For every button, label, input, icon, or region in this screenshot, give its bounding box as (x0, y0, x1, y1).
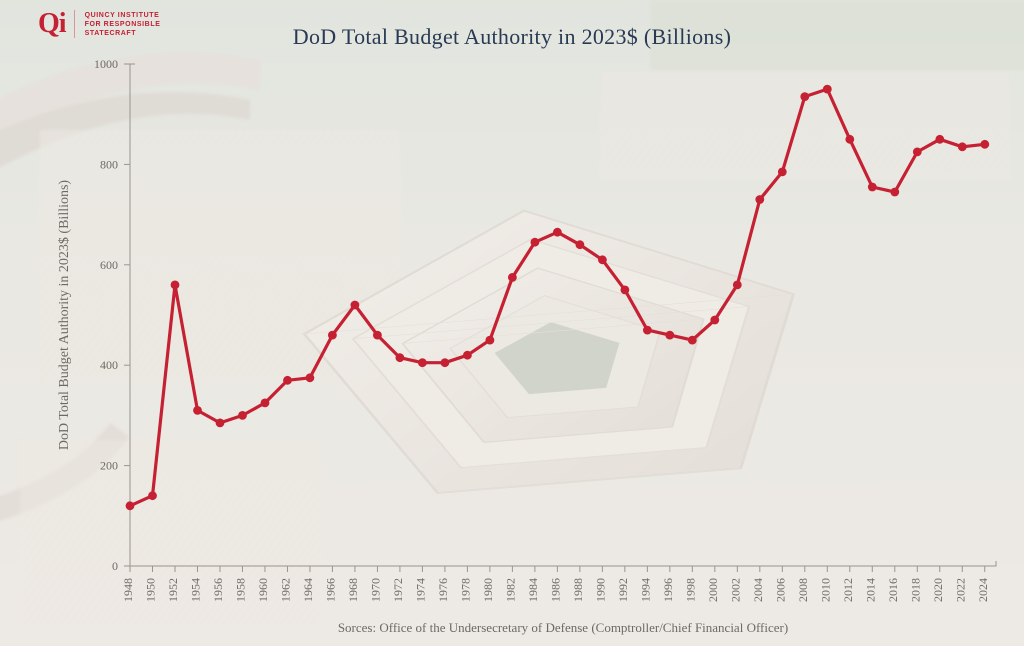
chart-frame: Qi QUINCY INSTITUTE FOR RESPONSIBLE STAT… (0, 0, 1024, 646)
y-tick-label: 400 (100, 358, 118, 372)
y-tick-label: 600 (100, 258, 118, 272)
chart: 0 200 400 600 800 1000 1948 1950 1952 1954 1956 195… (0, 0, 1024, 646)
data-point (553, 228, 562, 237)
x-tick-label: 2014 (863, 578, 877, 602)
chart-title: DoD Total Budget Authority in 2023$ (Bil… (0, 24, 1024, 50)
source-text: Sorces: Office of the Undersecretary of … (338, 620, 788, 635)
x-tick-label: 1996 (661, 578, 675, 602)
x-tick-label: 2022 (953, 578, 967, 602)
data-point (216, 419, 225, 428)
x-tick-label: 1950 (143, 578, 157, 602)
data-point (800, 92, 809, 101)
x-tick-label: 1948 (121, 578, 135, 602)
data-point (621, 286, 630, 295)
x-tick-label: 1956 (211, 578, 225, 602)
x-tick-label: 1974 (413, 578, 427, 602)
data-point (643, 326, 652, 335)
data-point (418, 358, 427, 367)
x-tick-label: 2000 (706, 578, 720, 602)
data-point (913, 148, 922, 157)
data-point (531, 238, 540, 247)
x-tick-label: 1978 (458, 578, 472, 602)
data-point (193, 406, 202, 415)
x-tick-label: 1988 (571, 578, 585, 602)
data-point (665, 331, 674, 340)
x-tick-label: 1964 (301, 578, 315, 602)
data-point (755, 195, 764, 204)
x-tick-label: 2024 (976, 578, 990, 602)
x-tick-label: 1954 (188, 578, 202, 602)
data-point (598, 255, 607, 264)
x-tick-label: 1986 (548, 578, 562, 602)
data-point (148, 491, 157, 500)
data-point (868, 183, 877, 192)
x-tick-label: 1984 (526, 578, 540, 602)
data-point (238, 411, 247, 420)
data-point (778, 168, 787, 177)
data-point (396, 353, 405, 362)
x-tick-label: 1968 (346, 578, 360, 602)
x-tick-label: 1962 (278, 578, 292, 602)
y-axis-title: DoD Total Budget Authority in 2023$ (Bil… (57, 180, 72, 451)
data-point (261, 399, 270, 408)
data-point (845, 135, 854, 144)
data-point (733, 281, 742, 290)
x-tick-label: 2004 (751, 578, 765, 602)
x-tick-label: 2012 (841, 578, 855, 602)
x-tick-label: 1994 (638, 578, 652, 602)
data-point (351, 301, 360, 310)
x-tick-label: 1966 (323, 578, 337, 602)
y-tick-label: 1000 (94, 57, 118, 71)
data-point (441, 358, 450, 367)
x-tick-label: 2002 (728, 578, 742, 602)
x-tick-label: 2016 (886, 578, 900, 602)
x-tick-label: 1970 (368, 578, 382, 602)
data-point (171, 281, 180, 290)
y-tick-label: 200 (100, 459, 118, 473)
data-point (306, 373, 315, 382)
data-point (508, 273, 517, 282)
x-tick-label: 2010 (818, 578, 832, 602)
data-point (688, 336, 697, 345)
x-tick-label: 1952 (166, 578, 180, 602)
x-tick-label: 1998 (683, 578, 697, 602)
x-tick-label: 1982 (503, 578, 517, 602)
chart-svg: 0 200 400 600 800 1000 1948 1950 1952 1954 1956 195… (0, 0, 1024, 646)
data-point (890, 188, 899, 197)
data-point (126, 501, 135, 510)
x-tick-label: 2008 (796, 578, 810, 602)
x-tick-label: 1976 (436, 578, 450, 602)
x-tick-label: 2006 (773, 578, 787, 602)
data-line (130, 89, 985, 506)
data-point (328, 331, 337, 340)
data-point (980, 140, 989, 149)
data-point (463, 351, 472, 360)
y-tick-label: 800 (100, 157, 118, 171)
data-point (710, 316, 719, 325)
x-tick-label: 2018 (908, 578, 922, 602)
data-point (958, 142, 967, 151)
logo-text-line1: QUINCY INSTITUTE (85, 12, 161, 21)
data-point (823, 85, 832, 94)
x-tick-label: 1980 (481, 578, 495, 602)
y-tick-label: 0 (112, 559, 118, 573)
data-point (373, 331, 382, 340)
data-point (486, 336, 495, 345)
x-tick-label: 1958 (233, 578, 247, 602)
data-point (935, 135, 944, 144)
data-point (576, 240, 585, 249)
x-tick-label: 1960 (256, 578, 270, 602)
x-tick-label: 1990 (593, 578, 607, 602)
x-tick-label: 1992 (616, 578, 630, 602)
data-point (283, 376, 292, 385)
x-tick-label: 2020 (931, 578, 945, 602)
x-tick-label: 1972 (391, 578, 405, 602)
